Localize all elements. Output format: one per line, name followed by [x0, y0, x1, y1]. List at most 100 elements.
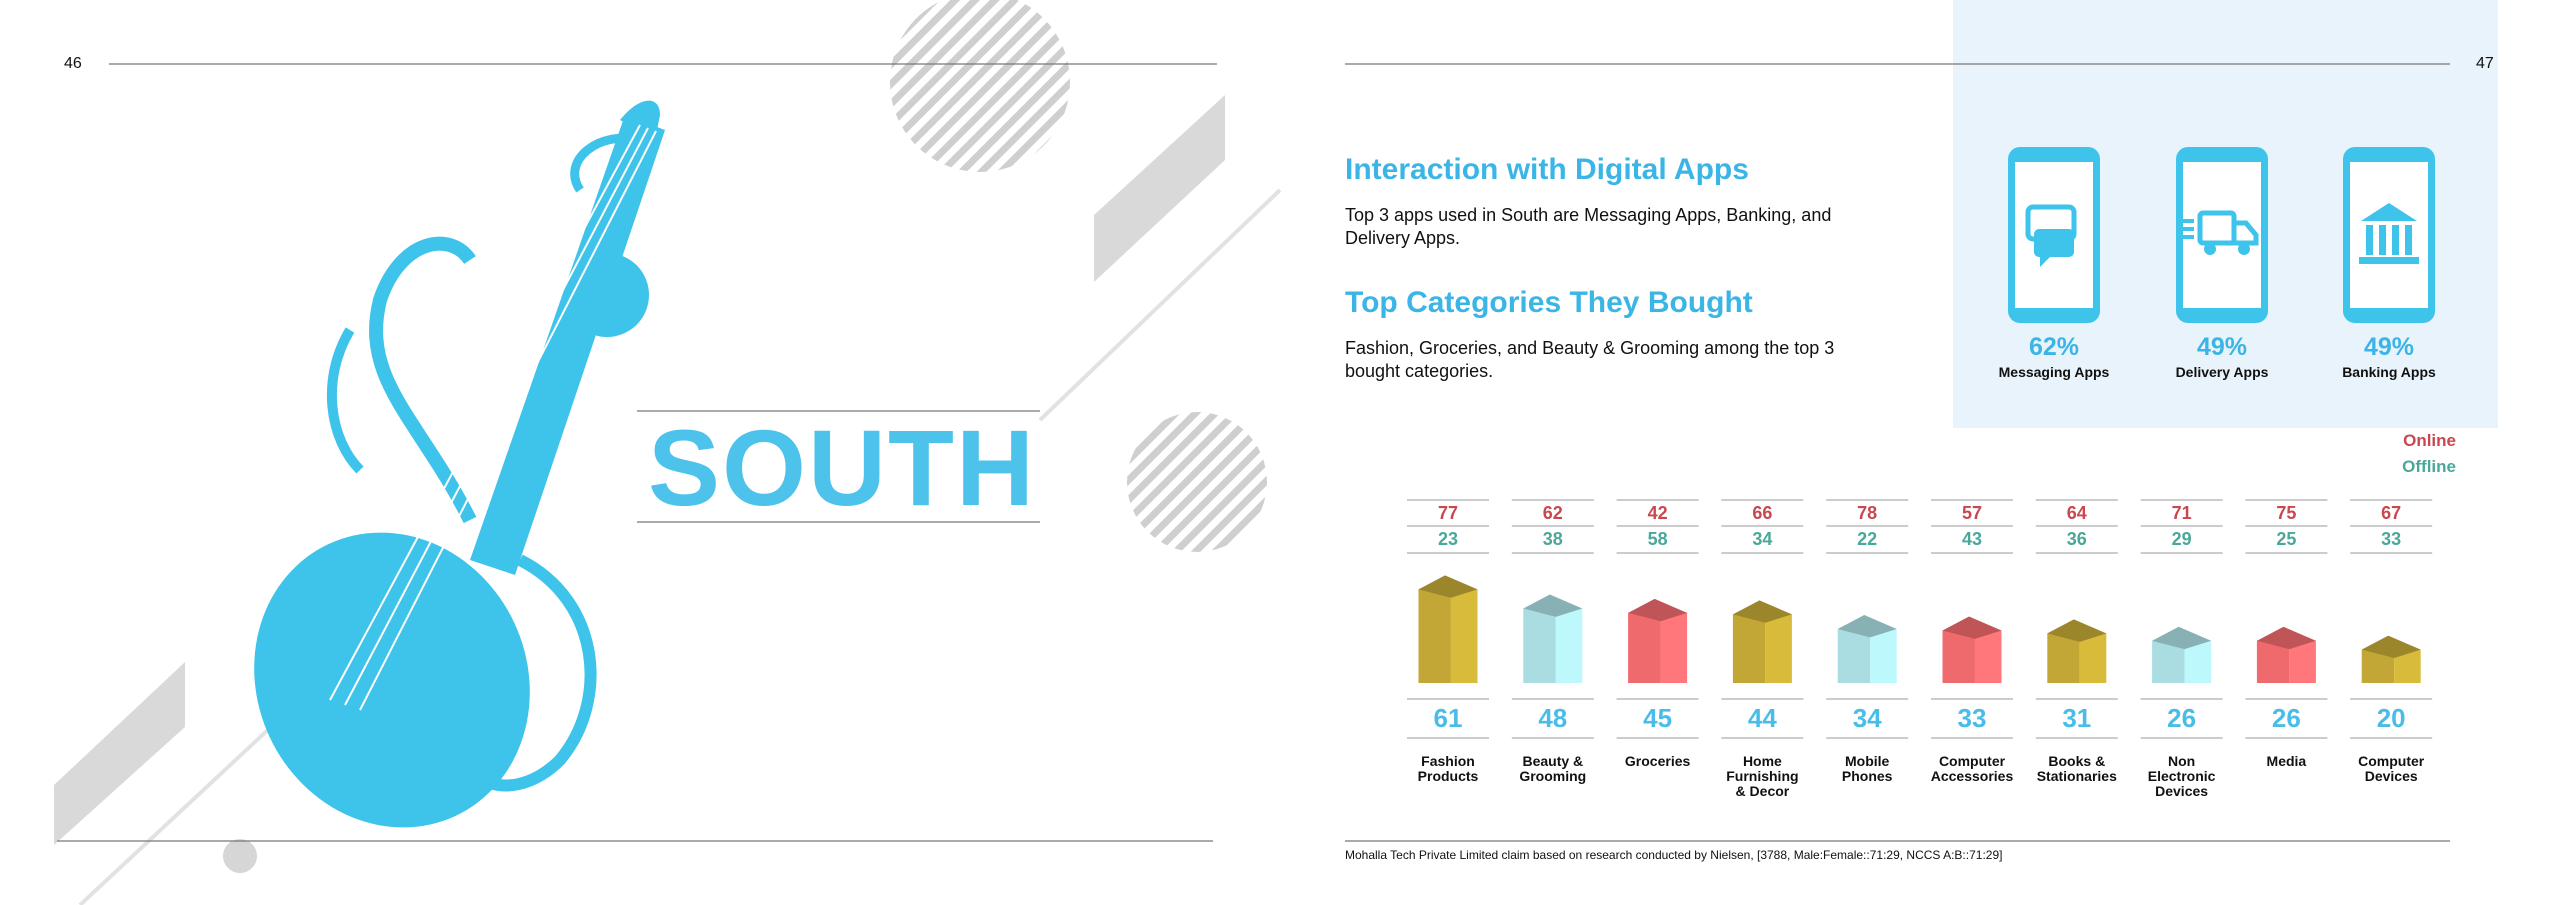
total-value: 34	[1852, 703, 1882, 733]
section-heading: Top Categories They Bought	[1345, 286, 1753, 319]
bar-side	[2289, 640, 2316, 683]
bar	[1942, 616, 2002, 683]
app-label: Delivery Apps	[2175, 364, 2269, 380]
category-label: Beauty & Grooming	[1519, 753, 1587, 784]
offline-value: 58	[1647, 529, 1668, 549]
deco-dot	[223, 839, 257, 873]
bar-side	[1870, 629, 1897, 683]
online-value: 42	[1647, 503, 1668, 523]
veena-strings	[329, 124, 657, 711]
offline-value: 38	[1542, 529, 1563, 549]
icon	[2379, 225, 2386, 255]
phone-screen	[2350, 162, 2428, 308]
bar-side	[1974, 630, 2002, 683]
bar-side	[1660, 612, 1688, 683]
icon	[2359, 257, 2419, 264]
legend-offline: Offline	[2402, 457, 2456, 476]
deco-band	[54, 662, 185, 845]
bar-front	[2152, 640, 2185, 683]
deco-line	[1038, 188, 1282, 422]
total-value: 20	[2376, 703, 2406, 733]
bar-side	[2184, 640, 2212, 683]
bar-front	[1523, 608, 1556, 683]
phone-icon	[2343, 147, 2435, 323]
phone-icon	[2176, 147, 2268, 323]
total-value: 26	[2271, 703, 2301, 733]
icon	[2231, 220, 2259, 246]
total-value: 26	[2167, 703, 2197, 733]
phone-screen	[2183, 162, 2261, 308]
bar	[2256, 626, 2316, 683]
total-value: 48	[1538, 703, 1568, 733]
offline-value: 29	[2171, 529, 2192, 549]
category-label: Groceries	[1624, 753, 1691, 769]
offline-value: 23	[1437, 529, 1459, 549]
offline-value: 43	[1961, 529, 1983, 549]
online-value: 75	[2276, 503, 2297, 523]
page-number: 46	[64, 55, 82, 72]
bar-top	[2047, 619, 2107, 642]
bar-front	[2047, 633, 2080, 683]
online-value: 78	[1857, 503, 1878, 523]
icon	[2034, 229, 2074, 257]
bar-top	[2361, 635, 2421, 658]
online-value: 62	[1542, 503, 1563, 523]
bar-side	[1765, 614, 1792, 683]
bar-top	[1732, 600, 1792, 623]
online-value: 71	[2171, 503, 2192, 523]
bar-front	[1418, 589, 1451, 683]
offline-value: 36	[2066, 529, 2087, 549]
category-label: Books & Stationaries	[2036, 753, 2117, 784]
bar-top	[1523, 594, 1583, 617]
offline-value: 33	[2381, 529, 2402, 549]
bar	[1732, 600, 1792, 683]
app-percent: 49%	[2196, 333, 2248, 361]
bar-front	[1732, 614, 1766, 683]
offline-value: 25	[2276, 529, 2297, 549]
deco-circle	[890, 0, 1070, 172]
offline-value: 34	[1752, 529, 1773, 549]
category-label: Non Electronic Devices	[2147, 753, 2216, 799]
veena-illustration	[254, 100, 665, 828]
deco-line	[78, 698, 302, 905]
bar-front	[1628, 612, 1661, 683]
icon	[2361, 203, 2417, 221]
bar-top	[1837, 615, 1897, 638]
online-value: 64	[2066, 503, 2087, 523]
category-label: Fashion Products	[1417, 753, 1479, 784]
deco-circle	[1127, 412, 1267, 552]
icon	[2392, 225, 2399, 255]
icon	[2366, 225, 2373, 255]
deco-band	[1094, 95, 1225, 282]
online-value: 67	[2381, 503, 2402, 523]
bar-front	[1837, 629, 1871, 683]
bar-top	[2152, 626, 2212, 650]
section-heading: Interaction with Digital Apps	[1345, 153, 1749, 186]
region-title: SOUTH	[648, 407, 1036, 528]
app-percent: 49%	[2363, 333, 2415, 361]
phone-icon	[2008, 147, 2100, 323]
app-percent: 62%	[2028, 333, 2080, 361]
online-value: 77	[1437, 503, 1459, 523]
online-value: 57	[1961, 503, 1983, 523]
bar	[2152, 626, 2212, 683]
total-value: 33	[1957, 703, 1987, 733]
bar-top	[1628, 598, 1688, 622]
rules	[57, 63, 2450, 842]
bar	[1628, 598, 1688, 683]
bar-top	[1418, 575, 1478, 598]
total-value: 61	[1433, 703, 1463, 733]
icon	[2040, 255, 2052, 267]
total-value: 45	[1643, 703, 1673, 733]
category-label: Computer Devices	[2358, 753, 2425, 784]
category-label: Media	[2266, 753, 2307, 769]
legend-online: Online	[2403, 431, 2456, 450]
app-label: Messaging Apps	[1998, 364, 2110, 380]
icon	[2238, 243, 2250, 255]
bar	[1837, 615, 1897, 683]
offline-value: 22	[1857, 529, 1878, 549]
bar-side	[2079, 633, 2107, 683]
section-text: Fashion, Groceries, and Beauty & Groomin…	[1345, 338, 1835, 381]
